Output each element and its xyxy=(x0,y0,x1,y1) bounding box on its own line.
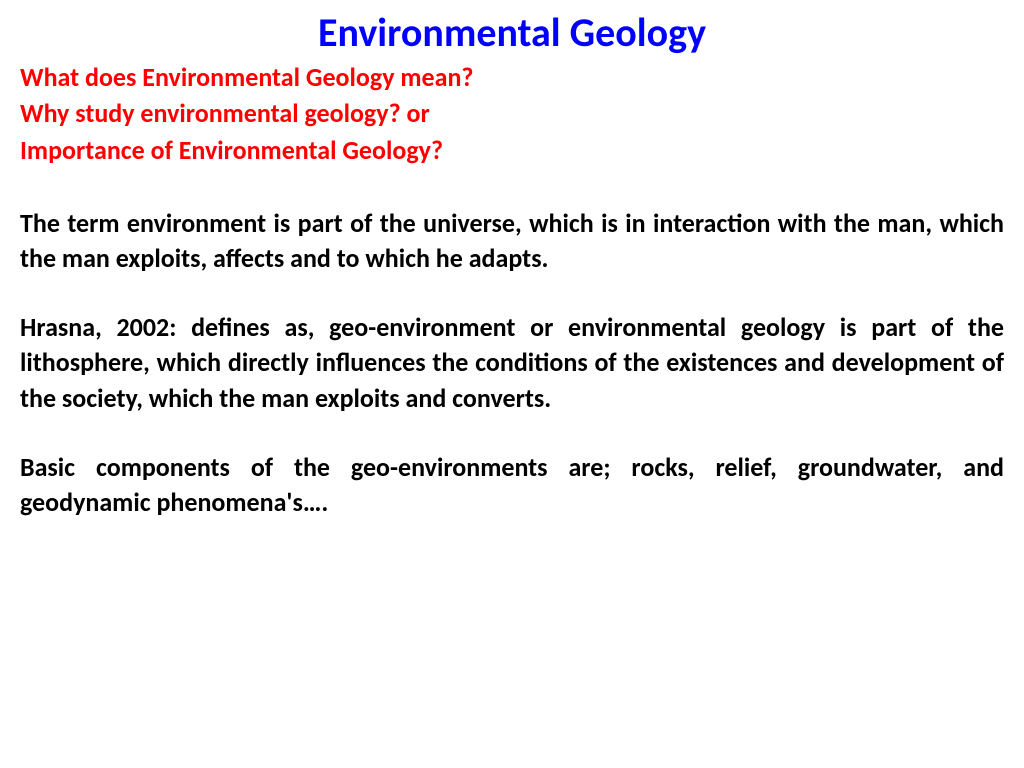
paragraph-3: Basic components of the geo-environments… xyxy=(20,450,1004,520)
spacer xyxy=(20,276,1004,310)
slide-title: Environmental Geology xyxy=(20,8,1004,57)
subheading-2: Why study environmental geology? or xyxy=(20,95,1004,131)
paragraph-2: Hrasna, 2002: defines as, geo-environmen… xyxy=(20,310,1004,415)
slide-container: Environmental Geology What does Environm… xyxy=(0,0,1024,768)
subheading-1: What does Environmental Geology mean? xyxy=(20,59,1004,95)
paragraph-1: The term environment is part of the univ… xyxy=(20,206,1004,276)
subheading-3: Importance of Environmental Geology? xyxy=(20,132,1004,168)
spacer xyxy=(20,416,1004,450)
spacer xyxy=(20,168,1004,206)
